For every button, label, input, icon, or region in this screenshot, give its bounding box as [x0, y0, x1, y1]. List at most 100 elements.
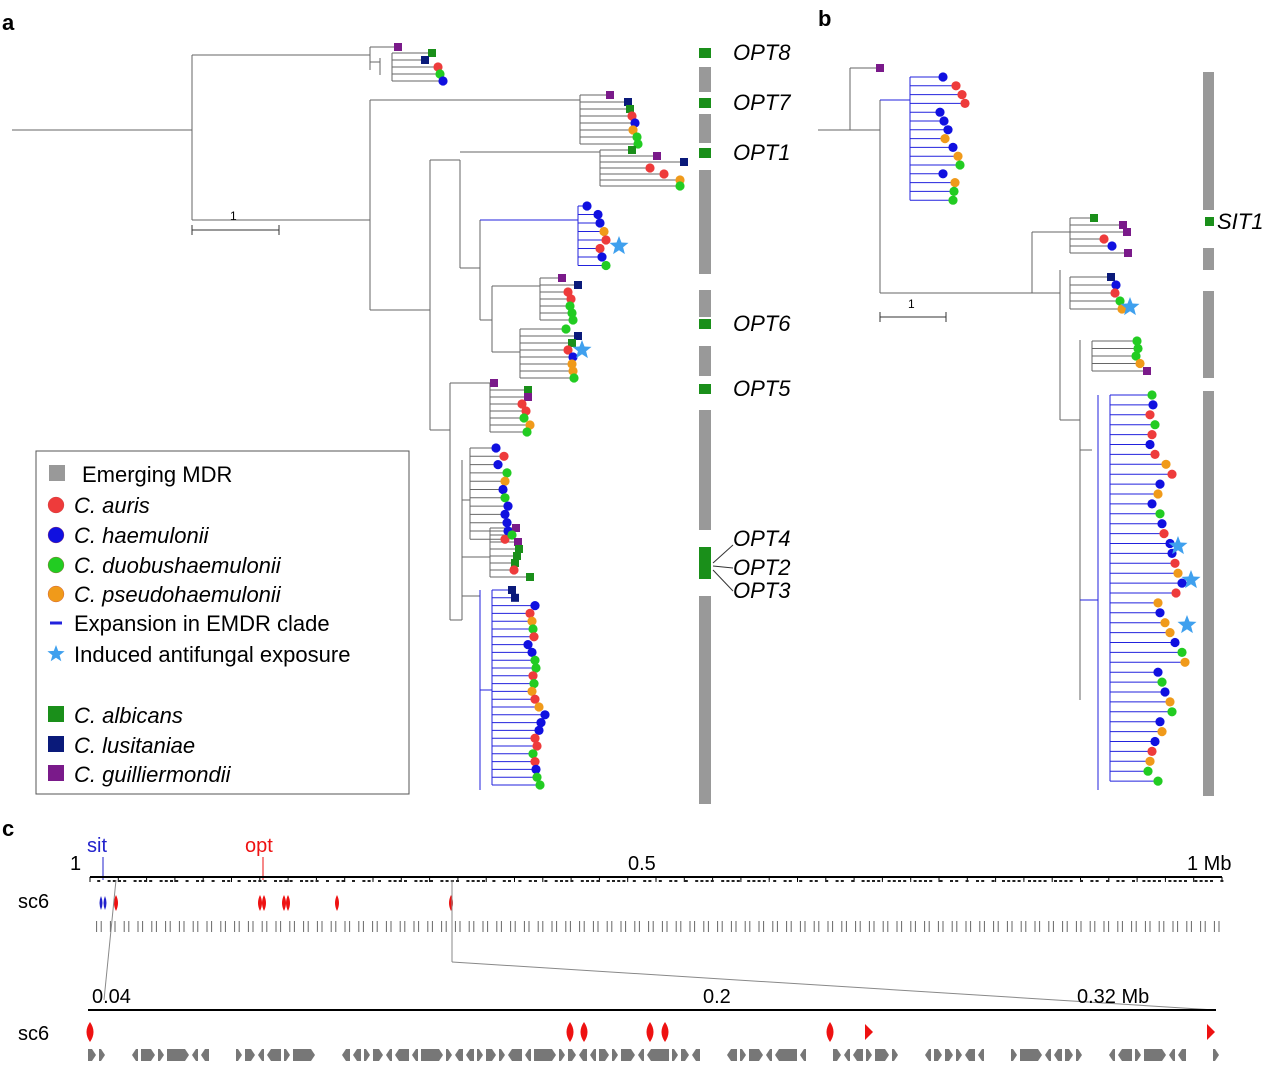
tip-haemulonii — [630, 118, 640, 128]
tip-duobushaemulonii — [1167, 707, 1177, 717]
track-label-zoom: sc6 — [18, 1023, 49, 1045]
tip-duobushaemulonii — [1157, 677, 1167, 687]
mdr-bar — [699, 410, 711, 530]
legend-label: C. haemulonii — [74, 523, 210, 548]
gene-arrow — [245, 1049, 255, 1061]
gene-arrow — [692, 1049, 700, 1061]
gene-arrow — [934, 1049, 942, 1061]
tip-duobushaemulonii — [522, 427, 532, 437]
gene-arrow — [1045, 1049, 1051, 1061]
antifungal-star-icon — [572, 340, 592, 359]
tip-auris — [500, 534, 510, 544]
gene-arrow — [373, 1049, 383, 1061]
tip-guilliermondii — [653, 152, 661, 160]
gene-arrow — [534, 1049, 556, 1061]
legend-item: C. lusitaniae — [48, 733, 195, 758]
tip-lusitaniae — [421, 56, 429, 64]
tip-guilliermondii — [1123, 228, 1131, 236]
tip-auris — [532, 741, 542, 751]
gene-arrow — [421, 1049, 443, 1061]
gene-arrow — [875, 1049, 889, 1061]
gene-arrow — [1178, 1049, 1186, 1061]
legend-item: C. haemulonii — [47, 523, 210, 548]
tip-duobushaemulonii — [601, 260, 611, 271]
tip-guilliermondii — [514, 538, 522, 546]
tip-auris — [601, 235, 611, 245]
tip-auris — [563, 345, 573, 355]
tip-lusitaniae — [508, 586, 516, 594]
tip-duobushaemulonii — [435, 69, 445, 79]
gene-arrow — [681, 1049, 689, 1061]
tip-haemulonii — [1160, 687, 1170, 697]
legend-swatch — [47, 645, 65, 662]
tip-pseudohaemulonii — [940, 134, 950, 144]
tip-haemulonii — [938, 169, 948, 179]
gene-arrow — [1011, 1049, 1017, 1061]
tip-auris — [530, 694, 540, 704]
tip-haemulonii — [503, 501, 513, 511]
mdr-bar — [1203, 72, 1214, 210]
gene-arrow — [386, 1049, 392, 1061]
scale-bar-b-label: 1 — [908, 297, 915, 311]
tip-auris — [521, 406, 531, 416]
tip-haemulonii — [1155, 479, 1165, 489]
tip-lusitaniae — [624, 98, 632, 106]
tip-duobushaemulonii — [632, 132, 642, 142]
gene-arrow — [568, 1049, 576, 1061]
gene-marker — [699, 48, 711, 58]
gene-label-opt6: OPT6 — [733, 311, 791, 336]
panel-label-a: a — [2, 10, 15, 35]
opt-gene — [262, 895, 266, 911]
leader-line — [712, 544, 734, 564]
tip-duobushaemulonii — [565, 301, 575, 311]
tip-haemulonii — [540, 710, 550, 720]
gene-arrow — [956, 1049, 962, 1061]
gene-arrow — [353, 1049, 361, 1061]
gene-arrow — [364, 1049, 370, 1061]
gene-arrow — [672, 1049, 678, 1061]
gene-arrow — [446, 1049, 452, 1061]
gene-arrow — [395, 1049, 409, 1061]
tip-auris — [563, 287, 573, 297]
legend-label: C. lusitaniae — [74, 733, 195, 758]
gene-arrow — [866, 1049, 872, 1061]
gene-label-sit1: SIT1 — [1217, 209, 1263, 234]
tip-duobushaemulonii — [532, 772, 542, 782]
tip-haemulonii — [568, 352, 578, 362]
tip-duobushaemulonii — [529, 679, 539, 689]
tree-a-tips — [394, 43, 688, 790]
legend-item: C. duobushaemulonii — [47, 553, 282, 578]
gene-arrow — [132, 1049, 138, 1061]
legend: Emerging MDR C. auris C. haemulonii C. duob… — [35, 450, 410, 795]
tip-pseudohaemulonii — [1180, 657, 1190, 667]
gene-arrow — [167, 1049, 189, 1061]
mdr-bar — [699, 290, 711, 317]
gene-arrow — [727, 1049, 737, 1061]
opt-gene-zoom — [661, 1022, 669, 1042]
tip-lusitaniae — [511, 593, 519, 602]
tip-pseudohaemulonii — [534, 702, 544, 712]
gene-arrow — [621, 1049, 635, 1061]
gene-arrow — [1118, 1049, 1132, 1061]
tip-albicans — [524, 386, 532, 394]
panel-label-b: b — [818, 6, 831, 31]
tip-lusitaniae — [574, 281, 582, 289]
tip-haemulonii — [939, 116, 949, 126]
tip-pseudohaemulonii — [500, 476, 510, 486]
leader-line — [712, 565, 734, 569]
mdr-bar — [699, 596, 711, 804]
tip-albicans — [513, 552, 521, 560]
gene-arrow — [579, 1049, 587, 1061]
tip-auris — [517, 399, 527, 409]
tip-lusitaniae — [680, 158, 688, 166]
legend-item: C. pseudohaemulonii — [47, 582, 282, 607]
gene-arrow — [599, 1049, 609, 1061]
tip-pseudohaemulonii — [1165, 697, 1175, 707]
tip-duobushaemulonii — [519, 413, 529, 423]
tip-pseudohaemulonii — [525, 420, 535, 430]
tip-pseudohaemulonii — [527, 686, 537, 697]
tip-haemulonii — [1107, 241, 1117, 251]
gene-marker — [699, 319, 711, 329]
tip-haemulonii — [1157, 519, 1167, 529]
gene-arrow — [499, 1049, 505, 1061]
